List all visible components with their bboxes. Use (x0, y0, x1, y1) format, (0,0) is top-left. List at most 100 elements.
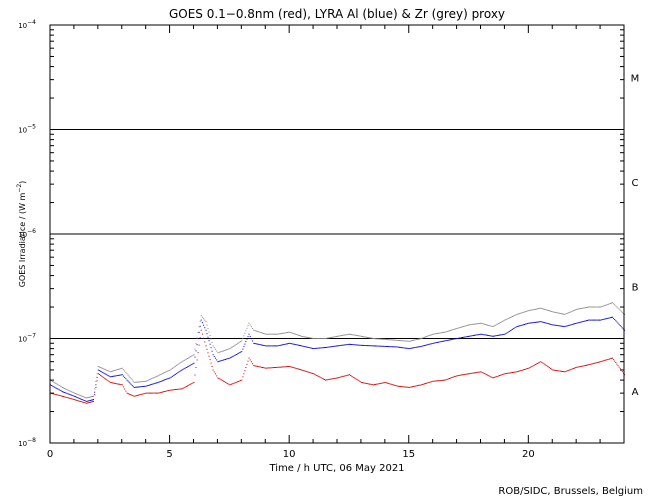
data-point (607, 358, 609, 360)
data-point (509, 330, 511, 332)
data-point (431, 381, 433, 383)
data-point (470, 335, 472, 337)
data-point (566, 325, 568, 327)
data-point (53, 381, 55, 383)
data-point (312, 372, 313, 374)
data-point (314, 348, 316, 349)
data-point (505, 373, 507, 375)
data-point (446, 331, 448, 332)
data-point (351, 344, 353, 345)
data-point (244, 332, 246, 334)
data-point (403, 347, 405, 349)
data-point (241, 379, 243, 381)
data-point (164, 372, 166, 374)
data-point (180, 361, 182, 363)
data-point (355, 378, 357, 380)
data-point (499, 334, 500, 336)
data-point (577, 322, 579, 324)
data-point (122, 369, 124, 371)
data-point (231, 383, 233, 385)
data-point (338, 345, 340, 347)
data-point (545, 309, 547, 311)
data-point (231, 356, 233, 358)
data-point (293, 333, 295, 335)
data-point (608, 303, 610, 305)
data-point (277, 333, 279, 335)
data-point (305, 370, 307, 372)
data-point (235, 354, 237, 355)
data-point (522, 324, 524, 326)
data-point (68, 397, 70, 399)
data-point (422, 337, 424, 339)
data-point (324, 379, 325, 380)
data-point (438, 341, 440, 343)
data-point (455, 338, 457, 340)
data-point (605, 359, 607, 361)
data-point (94, 391, 96, 393)
data-point (621, 311, 623, 313)
data-point (138, 394, 140, 396)
data-point (237, 343, 238, 345)
data-point (351, 375, 353, 377)
data-point (93, 400, 94, 402)
data-point (254, 343, 256, 344)
data-point (54, 386, 56, 388)
data-point (367, 383, 369, 385)
data-point (430, 334, 432, 336)
data-point (510, 316, 512, 318)
data-point (500, 334, 502, 336)
data-point (430, 381, 432, 383)
data-point (525, 323, 527, 325)
data-point (218, 378, 220, 379)
data-point (497, 323, 499, 325)
data-point (475, 323, 477, 325)
data-point (424, 345, 425, 347)
data-point (370, 337, 372, 339)
data-point (592, 319, 594, 321)
data-point (405, 347, 407, 349)
data-point (245, 341, 247, 343)
data-point (590, 363, 592, 365)
data-point (518, 325, 520, 327)
data-point (431, 334, 433, 336)
data-point (122, 375, 124, 377)
data-point (279, 366, 281, 368)
data-point (106, 374, 108, 376)
data-point (244, 343, 246, 345)
data-point (387, 346, 388, 347)
data-point (217, 361, 219, 363)
data-point (434, 342, 436, 344)
data-point (66, 389, 68, 390)
data-point (272, 345, 274, 347)
data-point (485, 334, 487, 336)
data-point (294, 344, 296, 345)
data-point (416, 339, 418, 340)
data-point (271, 333, 273, 335)
data-point (340, 376, 342, 378)
data-point (540, 361, 542, 363)
data-point (162, 391, 163, 393)
data-point (269, 333, 271, 335)
data-point (426, 336, 428, 337)
data-point (187, 358, 188, 359)
data-point (148, 384, 150, 386)
data-point (449, 339, 450, 341)
data-point (563, 313, 565, 315)
data-point (56, 383, 58, 385)
data-point (460, 337, 462, 339)
data-point (489, 375, 491, 377)
data-point (354, 334, 356, 336)
data-point (424, 336, 425, 338)
data-point (60, 390, 62, 392)
data-point (62, 395, 63, 397)
data-point (228, 383, 230, 385)
data-point (568, 312, 570, 314)
data-point (191, 355, 193, 357)
data-point (327, 337, 329, 339)
data-point (492, 377, 494, 379)
data-point (412, 386, 413, 388)
data-point (142, 393, 144, 395)
data-point (92, 396, 93, 397)
data-point (116, 375, 118, 377)
data-point (59, 389, 61, 391)
